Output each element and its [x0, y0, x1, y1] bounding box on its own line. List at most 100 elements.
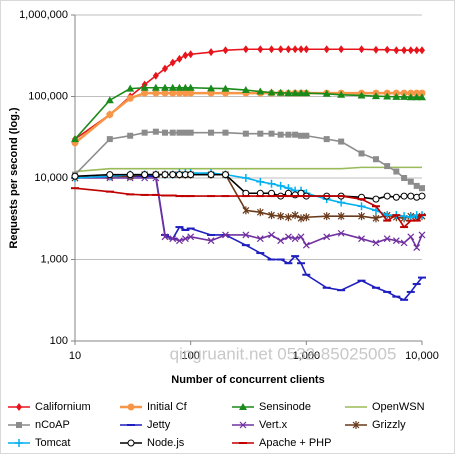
x-tick-label: 10	[69, 350, 81, 362]
marker	[357, 91, 366, 99]
marker	[418, 231, 426, 239]
y-tick-label: 10,000	[34, 172, 68, 184]
marker	[400, 212, 409, 221]
marker	[303, 132, 310, 139]
marker	[358, 212, 365, 221]
marker	[161, 83, 170, 91]
x-tick-label: 10,000	[405, 350, 439, 362]
marker	[392, 92, 401, 100]
marker	[371, 92, 380, 100]
marker	[337, 212, 345, 221]
marker	[161, 233, 169, 241]
marker	[358, 150, 365, 157]
marker	[140, 83, 149, 91]
marker	[406, 93, 415, 101]
marker	[352, 421, 360, 429]
marker	[239, 421, 247, 429]
marker	[358, 235, 365, 243]
marker	[207, 84, 216, 92]
marker	[222, 231, 229, 239]
marker	[323, 233, 331, 241]
marker	[358, 45, 365, 54]
marker	[357, 202, 366, 211]
legend-label: Vert.x	[259, 419, 288, 431]
marker	[169, 129, 176, 136]
series	[71, 174, 426, 252]
marker	[152, 71, 159, 80]
marker	[16, 422, 22, 428]
marker	[277, 45, 284, 54]
marker	[152, 171, 160, 179]
marker	[393, 46, 400, 55]
marker	[383, 92, 392, 100]
marker	[338, 138, 345, 145]
marker	[176, 129, 183, 136]
marker	[105, 96, 114, 104]
marker	[407, 192, 415, 200]
marker	[383, 235, 391, 243]
marker	[127, 403, 135, 411]
marker	[276, 88, 285, 96]
legend-label: OpenWSN	[372, 401, 425, 413]
marker	[257, 45, 264, 54]
legend-label: Sensinode	[259, 401, 311, 413]
y-tick-label: 1,000	[40, 253, 68, 265]
marker	[337, 198, 346, 207]
marker	[126, 171, 134, 179]
marker	[239, 403, 247, 410]
marker	[372, 214, 380, 223]
marker	[222, 46, 229, 55]
marker	[277, 237, 285, 245]
marker	[141, 171, 149, 179]
marker	[284, 233, 292, 241]
marker	[298, 45, 305, 54]
marker	[175, 83, 184, 91]
marker	[127, 439, 135, 447]
marker	[15, 439, 23, 447]
marker	[292, 131, 299, 138]
marker	[298, 132, 305, 139]
marker	[268, 45, 275, 54]
marker	[187, 89, 195, 97]
marker	[242, 130, 249, 137]
marker	[256, 208, 264, 217]
marker	[302, 213, 310, 222]
marker	[407, 46, 414, 55]
marker	[419, 46, 425, 55]
watermark: qingruanit.net 0532-85025005	[170, 344, 397, 363]
legend-label: Apache + PHP	[259, 437, 331, 449]
marker	[302, 241, 310, 249]
marker	[257, 130, 264, 137]
y-tick-label: 100,000	[28, 90, 68, 102]
marker	[186, 83, 195, 91]
marker	[126, 84, 135, 92]
marker	[302, 89, 311, 97]
marker	[175, 171, 183, 179]
marker	[384, 45, 391, 54]
marker	[383, 211, 392, 220]
marker	[267, 88, 276, 96]
marker	[222, 129, 229, 136]
marker	[372, 195, 380, 203]
marker	[152, 89, 160, 97]
marker	[71, 172, 79, 180]
marker	[291, 89, 300, 97]
marker	[256, 235, 264, 243]
marker	[241, 86, 250, 94]
marker	[268, 211, 275, 220]
marker	[292, 45, 299, 54]
marker	[372, 45, 379, 54]
marker	[291, 211, 299, 220]
marker	[277, 131, 284, 138]
marker	[337, 229, 345, 237]
marker	[268, 130, 275, 137]
marker	[400, 92, 409, 100]
marker	[169, 171, 177, 179]
marker	[221, 171, 229, 179]
legend-label: nCoAP	[35, 419, 70, 431]
marker	[413, 182, 420, 189]
marker	[400, 239, 408, 247]
marker	[181, 83, 190, 91]
marker	[181, 235, 189, 243]
